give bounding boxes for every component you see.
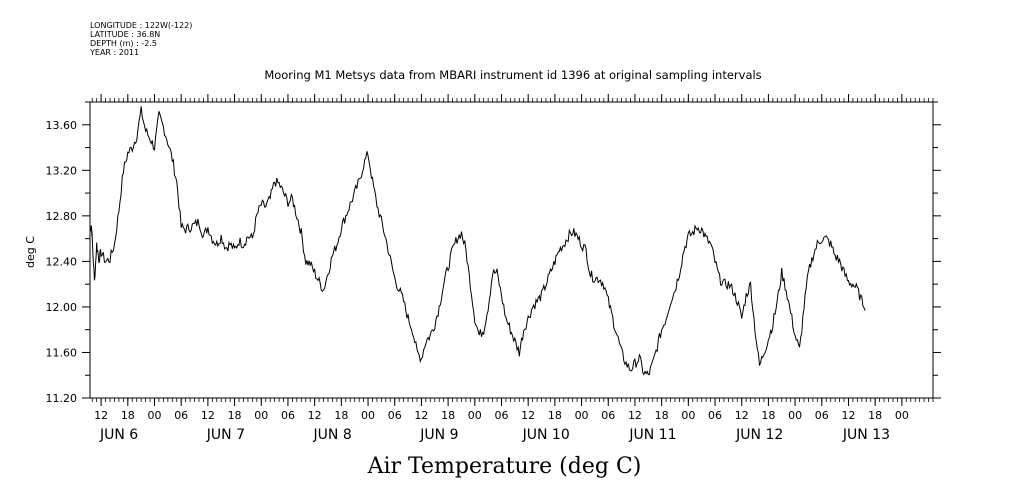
x-day-label: JUN 9 xyxy=(419,427,458,443)
x-tick-label: 12 xyxy=(841,409,855,422)
y-tick-label: 12.40 xyxy=(46,255,78,268)
x-tick-label: 12 xyxy=(628,409,642,422)
x-tick-label: 12 xyxy=(521,409,535,422)
x-tick-label: 12 xyxy=(94,409,108,422)
depth-text: DEPTH (m) : -2.5 xyxy=(90,39,157,48)
x-tick-label: 06 xyxy=(388,409,402,422)
x-tick-label: 12 xyxy=(735,409,749,422)
y-tick-label: 13.60 xyxy=(46,119,78,132)
x-tick-label: 00 xyxy=(788,409,802,422)
x-day-label: JUN 11 xyxy=(628,427,676,443)
x-tick-label: 00 xyxy=(361,409,375,422)
y-tick-label: 12.00 xyxy=(46,301,78,314)
x-tick-label: 12 xyxy=(414,409,428,422)
series-line-air-temperature xyxy=(89,106,866,376)
x-day-label: JUN 7 xyxy=(206,427,245,443)
x-day-label: JUN 13 xyxy=(842,427,890,443)
x-tick-label: 00 xyxy=(148,409,162,422)
x-tick-label: 12 xyxy=(201,409,215,422)
longitude-text: LONGITUDE : 122W(-122) xyxy=(90,21,193,30)
plot-frame xyxy=(89,101,934,399)
x-tick-label: 18 xyxy=(121,409,135,422)
y-axis-label: deg C xyxy=(24,236,37,268)
x-tick-label: 18 xyxy=(655,409,669,422)
x-day-label: JUN 6 xyxy=(99,427,138,443)
year-text: YEAR : 2011 xyxy=(90,48,140,57)
axes-group: 12 18 00 06 12 18 00 06 12 18 00 06 12 18 00 06 12 18 00 06… xyxy=(46,94,941,443)
x-tick-label: 00 xyxy=(681,409,695,422)
metadata-block: LONGITUDE : 122W(-122) LATITUDE : 36.8N … xyxy=(90,21,192,57)
x-tick-label: 00 xyxy=(254,409,268,422)
x-tick-label: 06 xyxy=(174,409,188,422)
y-tick-label: 13.20 xyxy=(46,164,78,177)
x-tick-label: 18 xyxy=(228,409,242,422)
x-day-label: JUN 12 xyxy=(735,427,783,443)
y-tick-label: 11.60 xyxy=(46,346,78,359)
y-tick-label: 12.80 xyxy=(46,210,78,223)
x-day-label: JUN 8 xyxy=(313,427,352,443)
x-tick-label: 06 xyxy=(281,409,295,422)
x-axis-title: Air Temperature (deg C) xyxy=(367,454,642,479)
x-tick-label: 00 xyxy=(895,409,909,422)
x-tick-label: 18 xyxy=(441,409,455,422)
x-tick-label: 18 xyxy=(334,409,348,422)
x-day-label: JUN 10 xyxy=(522,427,570,443)
x-tick-label: 18 xyxy=(868,409,882,422)
x-tick-label: 12 xyxy=(308,409,322,422)
y-tick-label: 11.20 xyxy=(46,392,78,405)
x-tick-label: 06 xyxy=(708,409,722,422)
x-tick-label: 06 xyxy=(815,409,829,422)
chart-title: Mooring M1 Metsys data from MBARI instru… xyxy=(264,68,762,82)
x-tick-label: 00 xyxy=(575,409,589,422)
x-tick-label: 06 xyxy=(601,409,615,422)
latitude-text: LATITUDE : 36.8N xyxy=(90,30,161,39)
x-tick-label: 18 xyxy=(761,409,775,422)
x-tick-label: 00 xyxy=(468,409,482,422)
x-tick-label: 18 xyxy=(548,409,562,422)
x-tick-label: 06 xyxy=(494,409,508,422)
